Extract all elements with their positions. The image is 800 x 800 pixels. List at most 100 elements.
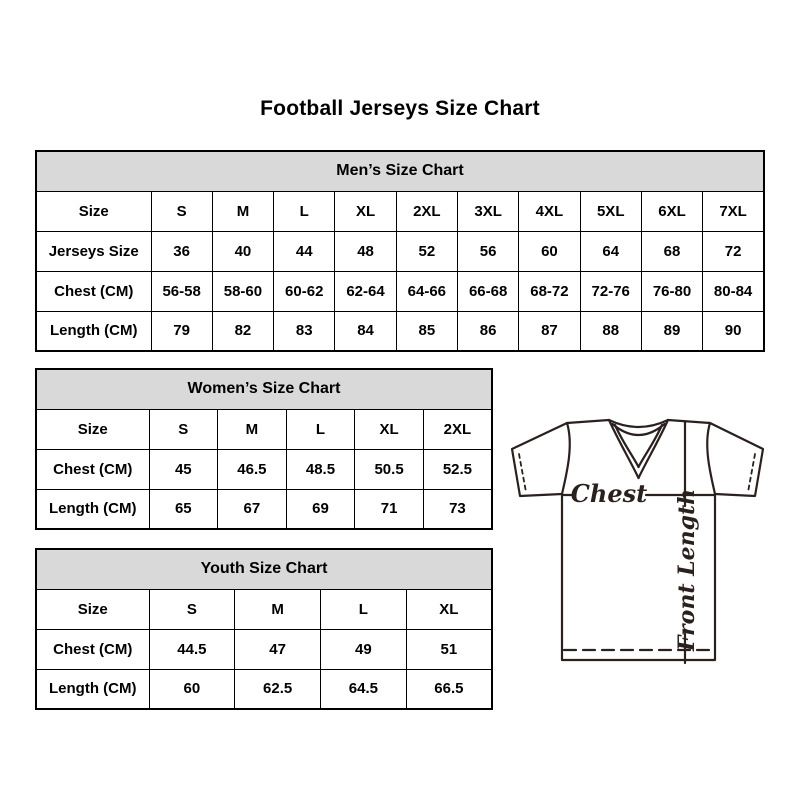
data-cell: 40 bbox=[211, 230, 275, 272]
data-cell: 67 bbox=[217, 488, 287, 530]
data-cell: 86 bbox=[456, 310, 520, 352]
data-cell: 62-64 bbox=[334, 270, 397, 312]
data-cell: 60 bbox=[148, 668, 236, 710]
data-cell: 72-76 bbox=[579, 270, 642, 312]
data-cell: 49 bbox=[320, 628, 407, 670]
data-cell: 79 bbox=[150, 310, 213, 352]
table-row: Size S M L XL 2XL bbox=[35, 408, 493, 450]
data-cell: 60 bbox=[518, 230, 581, 272]
column-header-cell: 2XL bbox=[395, 190, 458, 232]
column-header-cell: L bbox=[320, 588, 407, 630]
table-title: Youth Size Chart bbox=[35, 548, 493, 590]
row-header-cell: Jerseys Size bbox=[35, 230, 152, 272]
data-cell: 69 bbox=[285, 488, 356, 530]
row-header-cell: Size bbox=[35, 190, 152, 232]
data-cell: 56-58 bbox=[150, 270, 213, 312]
column-header-cell: L bbox=[273, 190, 336, 232]
page-title: Football Jerseys Size Chart bbox=[260, 97, 540, 120]
data-cell: 58-60 bbox=[211, 270, 275, 312]
table-row: Size S M L XL bbox=[35, 588, 493, 630]
data-cell: 82 bbox=[211, 310, 275, 352]
row-header-cell: Length (CM) bbox=[35, 668, 150, 710]
data-cell: 60-62 bbox=[273, 270, 336, 312]
youth-size-table: Youth Size Chart Size S M L XL Chest (CM) 44.5 4… bbox=[35, 548, 493, 710]
column-header-cell: 2XL bbox=[422, 408, 493, 450]
data-cell: 52.5 bbox=[422, 448, 493, 490]
column-header-cell: 7XL bbox=[702, 190, 765, 232]
data-cell: 65 bbox=[148, 488, 219, 530]
data-cell: 48.5 bbox=[285, 448, 356, 490]
v-neck-collar bbox=[607, 418, 670, 480]
data-cell: 76-80 bbox=[640, 270, 704, 312]
table-title: Men’s Size Chart bbox=[35, 150, 765, 192]
jersey-left-shoulder bbox=[565, 418, 611, 425]
table-row: Length (CM) 79 82 83 84 85 86 87 88 89 90 bbox=[35, 310, 765, 352]
data-cell: 66-68 bbox=[456, 270, 520, 312]
data-cell: 80-84 bbox=[702, 270, 765, 312]
data-cell: 46.5 bbox=[217, 448, 287, 490]
data-cell: 88 bbox=[579, 310, 642, 352]
jersey-measurement-diagram: Chest Front Length bbox=[510, 418, 765, 665]
table-row: Chest (CM) 44.5 47 49 51 bbox=[35, 628, 493, 670]
data-cell: 50.5 bbox=[354, 448, 424, 490]
column-header-cell: 5XL bbox=[579, 190, 642, 232]
table-title-row: Men’s Size Chart bbox=[35, 150, 765, 192]
row-header-cell: Length (CM) bbox=[35, 310, 152, 352]
data-cell: 72 bbox=[702, 230, 765, 272]
row-header-cell: Size bbox=[35, 408, 150, 450]
jersey-right-shoulder bbox=[666, 418, 712, 425]
row-header-cell: Chest (CM) bbox=[35, 270, 152, 312]
data-cell: 52 bbox=[395, 230, 458, 272]
data-cell: 56 bbox=[456, 230, 520, 272]
right-armhole-seam bbox=[706, 421, 717, 496]
data-cell: 51 bbox=[405, 628, 493, 670]
data-cell: 68-72 bbox=[518, 270, 581, 312]
column-header-cell: S bbox=[148, 408, 219, 450]
table-row: Length (CM) 65 67 69 71 73 bbox=[35, 488, 493, 530]
column-header-cell: S bbox=[148, 588, 236, 630]
data-cell: 64 bbox=[579, 230, 642, 272]
chest-label: Chest bbox=[571, 479, 647, 508]
data-cell: 36 bbox=[150, 230, 213, 272]
left-cuff-stitch-dashed-line bbox=[518, 453, 527, 493]
data-cell: 47 bbox=[234, 628, 321, 670]
jersey-outline bbox=[510, 418, 765, 665]
jersey-body bbox=[560, 492, 717, 662]
row-header-cell: Length (CM) bbox=[35, 488, 150, 530]
data-cell: 89 bbox=[640, 310, 704, 352]
table-row: Size S M L XL 2XL 3XL 4XL 5XL 6XL 7XL bbox=[35, 190, 765, 232]
right-cuff-stitch-dashed-line bbox=[747, 453, 756, 493]
column-header-cell: XL bbox=[354, 408, 424, 450]
table-title-row: Women’s Size Chart bbox=[35, 368, 493, 410]
data-cell: 85 bbox=[395, 310, 458, 352]
data-cell: 84 bbox=[334, 310, 397, 352]
jersey-left-sleeve bbox=[510, 421, 569, 498]
row-header-cell: Chest (CM) bbox=[35, 628, 150, 670]
data-cell: 66.5 bbox=[405, 668, 493, 710]
column-header-cell: XL bbox=[405, 588, 493, 630]
jersey-right-sleeve bbox=[708, 421, 765, 498]
data-cell: 73 bbox=[422, 488, 493, 530]
table-row: Length (CM) 60 62.5 64.5 66.5 bbox=[35, 668, 493, 710]
left-armhole-seam bbox=[560, 421, 571, 496]
table-title: Women’s Size Chart bbox=[35, 368, 493, 410]
table-row: Chest (CM) 45 46.5 48.5 50.5 52.5 bbox=[35, 448, 493, 490]
data-cell: 44.5 bbox=[148, 628, 236, 670]
column-header-cell: S bbox=[150, 190, 213, 232]
data-cell: 64-66 bbox=[395, 270, 458, 312]
mens-size-table: Men’s Size Chart Size S M L XL 2XL 3XL 4XL 5XL 6XL… bbox=[35, 150, 765, 352]
data-cell: 62.5 bbox=[234, 668, 321, 710]
table-row: Chest (CM) 56-58 58-60 60-62 62-64 64-66 66-68… bbox=[35, 270, 765, 312]
data-cell: 83 bbox=[273, 310, 336, 352]
data-cell: 45 bbox=[148, 448, 219, 490]
data-cell: 87 bbox=[518, 310, 581, 352]
data-cell: 64.5 bbox=[320, 668, 407, 710]
data-cell: 71 bbox=[354, 488, 424, 530]
data-cell: 68 bbox=[640, 230, 704, 272]
column-header-cell: L bbox=[285, 408, 356, 450]
column-header-cell: XL bbox=[334, 190, 397, 232]
table-row: Jerseys Size 36 40 44 48 52 56 60 64 68 72 bbox=[35, 230, 765, 272]
data-cell: 48 bbox=[334, 230, 397, 272]
column-header-cell: M bbox=[234, 588, 321, 630]
